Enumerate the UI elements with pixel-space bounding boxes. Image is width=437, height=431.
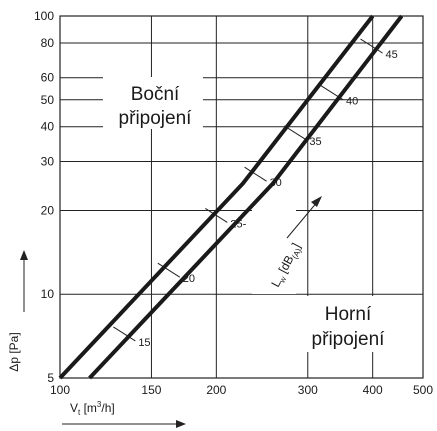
y-tick-label: 40 — [41, 120, 55, 134]
tick-labels: 100 150 200 300 400 500 5 10 20 30 40 50 60 80 100 — [34, 9, 433, 397]
plot-border — [59, 15, 424, 379]
x-axis-label: Vt [m3/h] — [70, 400, 115, 417]
series-line-1 — [58, 14, 375, 380]
noise-tick — [360, 38, 383, 54]
axis-arrows — [20, 196, 322, 428]
y-tick-label: 30 — [41, 154, 55, 168]
y-axis-label: Δp [Pa] — [7, 332, 21, 371]
top-label-box — [286, 296, 408, 352]
top-connection-label-line1: Horní — [325, 304, 372, 325]
side-connection-label-line1: Boční — [131, 84, 180, 105]
noise-tick — [113, 326, 136, 342]
series-lines — [58, 14, 404, 380]
noise-level-label: 40 — [346, 96, 358, 108]
y-tick-label: 5 — [47, 371, 54, 385]
noise-level-label: 15 — [138, 337, 150, 349]
top-connection-label-line2: připojení — [312, 329, 386, 350]
x-tick-label: 500 — [413, 383, 433, 397]
noise-tick — [157, 262, 181, 278]
y-axis-arrow-head — [20, 250, 28, 260]
noise-tick — [244, 166, 267, 182]
side-connection-label-line2: připojení — [119, 108, 193, 129]
side-label-box — [103, 77, 203, 129]
y-tick-label: 60 — [41, 71, 55, 85]
x-tick-label: 150 — [141, 383, 161, 397]
noise-arrow-head — [311, 196, 322, 207]
y-tick-label: 80 — [41, 36, 55, 50]
noise-level-label: 35 — [309, 136, 321, 148]
y-tick-label: 10 — [41, 287, 55, 301]
x-axis-arrow-head — [176, 420, 186, 428]
noise-label-box — [252, 190, 296, 294]
noise-level-label: 25- — [230, 218, 246, 230]
noise-tick — [205, 207, 228, 223]
x-tick-label: 400 — [363, 383, 383, 397]
x-tick-label: 200 — [206, 383, 226, 397]
series-line-2 — [88, 14, 404, 380]
noise-level-label: 45 — [386, 49, 398, 61]
x-tick-label: 300 — [298, 383, 318, 397]
y-tick-label: 20 — [41, 203, 55, 217]
y-tick-label: 100 — [34, 9, 54, 23]
x-tick-label: 100 — [50, 383, 70, 397]
plot-frame — [59, 15, 424, 379]
y-tick-label: 50 — [41, 93, 55, 107]
noise-arrow-line — [286, 200, 319, 239]
